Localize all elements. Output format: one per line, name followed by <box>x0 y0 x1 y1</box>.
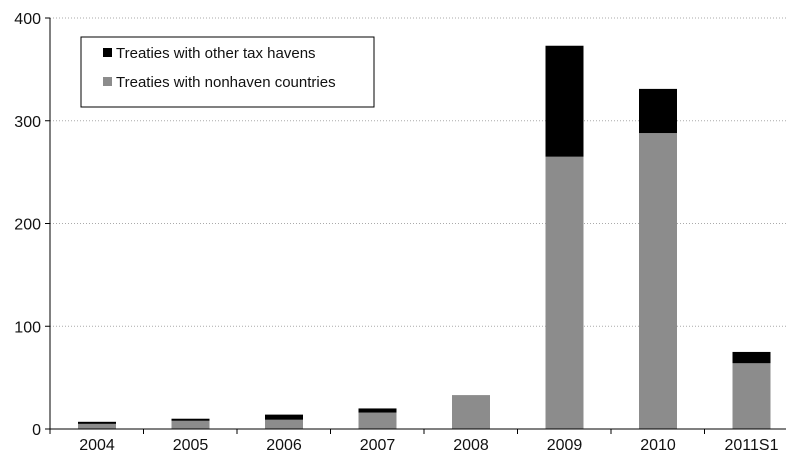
legend-swatch <box>103 77 112 86</box>
x-tick-label: 2004 <box>79 437 115 454</box>
bar-other-tax-havens-2011S1 <box>732 351 771 364</box>
bar-nonhaven-2006 <box>265 419 303 429</box>
bar-other-tax-havens-2004 <box>78 421 116 424</box>
legend-box <box>80 36 375 108</box>
y-tick-label: 0 <box>32 422 41 439</box>
bar-nonhaven-2010 <box>639 133 677 429</box>
x-axis-ticks: 2004 2005 2006 2007 2008 2009 2010 2011S1 <box>49 429 779 454</box>
x-tick-label: 2005 <box>173 437 209 454</box>
bar-other-tax-havens-2007 <box>358 408 397 413</box>
y-tick-label: 300 <box>14 114 41 131</box>
legend: Treaties with other tax havens Treaties w… <box>80 36 375 108</box>
bar-nonhaven-2005 <box>171 420 210 429</box>
y-tick-label: 400 <box>14 11 41 28</box>
bar-other-tax-havens-2010 <box>639 88 677 134</box>
bar-other-tax-havens-2006 <box>265 414 303 420</box>
y-axis-ticks: 0 100 200 300 400 <box>14 11 50 439</box>
bars <box>78 45 771 429</box>
legend-label: Treaties with other tax havens <box>116 45 316 62</box>
x-tick-label: 2011S1 <box>725 437 779 454</box>
legend-swatch <box>103 48 112 57</box>
bar-other-tax-havens-2009 <box>545 45 584 157</box>
bar-nonhaven-2008 <box>452 395 490 429</box>
bar-nonhaven-2007 <box>358 412 397 429</box>
bar-other-tax-havens-2005 <box>171 418 210 421</box>
x-tick-label: 2009 <box>547 437 583 454</box>
x-tick-label: 2010 <box>640 437 676 454</box>
x-tick-label: 2008 <box>453 437 489 454</box>
x-tick-label: 2006 <box>266 437 302 454</box>
legend-label: Treaties with nonhaven countries <box>116 74 336 91</box>
bar-nonhaven-2004 <box>78 423 116 429</box>
bar-nonhaven-2009 <box>545 156 584 429</box>
y-tick-label: 200 <box>14 217 41 234</box>
x-tick-label: 2007 <box>360 437 396 454</box>
bar-nonhaven-2011S1 <box>732 363 771 429</box>
y-tick-label: 100 <box>14 319 41 336</box>
